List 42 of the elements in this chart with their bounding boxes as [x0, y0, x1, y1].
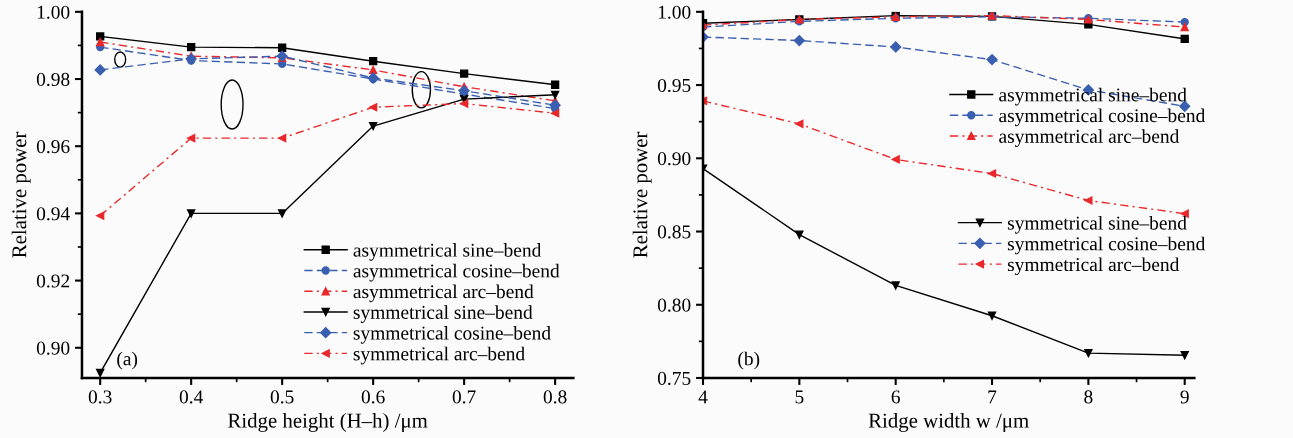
- legend-label: symmetrical cosine–bend: [1007, 236, 1206, 255]
- x-axis-title: Ridge height (H–h) /μm: [228, 412, 428, 432]
- y-tick-label: 0.80: [657, 298, 691, 312]
- x-tick-label: 9: [1180, 390, 1189, 404]
- x-tick-label: 6: [891, 390, 900, 404]
- x-tick-label: 0.8: [543, 390, 567, 404]
- y-tick-label: 0.85: [657, 225, 691, 239]
- x-axis-title: Ridge width w /μm: [868, 412, 1029, 432]
- y-tick-label: 0.98: [36, 72, 70, 87]
- y-tick-label: 0.75: [657, 371, 691, 386]
- y-tick-label: 0.94: [36, 207, 70, 221]
- legend-label: asymmetrical cosine–bend: [999, 108, 1206, 127]
- y-tick-label: 1.00: [658, 5, 691, 19]
- x-tick-label: 8: [1084, 390, 1093, 404]
- y-tick-label: 0.96: [36, 140, 70, 154]
- legend-label: symmetrical arc–bend: [1007, 257, 1180, 276]
- legend-label: asymmetrical arc–bend: [353, 284, 534, 303]
- y-tick-label: 1.00: [37, 5, 70, 19]
- legend-label: asymmetrical sine–bend: [999, 87, 1187, 106]
- y-axis-title: Relative power: [11, 131, 31, 258]
- legend-label: asymmetrical arc–bend: [999, 129, 1180, 147]
- annotation: (b): [738, 351, 760, 370]
- y-tick-label: 0.90: [657, 152, 691, 166]
- legend-label: symmetrical arc–bend: [353, 346, 525, 365]
- x-tick-label: 7: [988, 390, 997, 404]
- legend-label: symmetrical sine–bend: [353, 305, 533, 323]
- legend-label: symmetrical sine–bend: [1007, 215, 1187, 234]
- y-axis-title: Relative power: [632, 131, 652, 258]
- x-tick-label: 0.5: [270, 390, 294, 404]
- x-tick-label: 0.3: [88, 390, 112, 404]
- y-tick-label: 0.95: [657, 78, 691, 93]
- legend-label: asymmetrical sine–bend: [353, 243, 542, 261]
- x-tick-label: 0.7: [452, 390, 476, 404]
- legend-label: asymmetrical cosine–bend: [353, 263, 560, 282]
- x-tick-label: 4: [698, 390, 708, 404]
- x-tick-label: 0.4: [179, 390, 204, 404]
- legend-label: symmetrical cosine–bend: [353, 325, 551, 344]
- y-tick-label: 0.92: [36, 274, 70, 288]
- x-tick-label: 5: [795, 390, 804, 404]
- x-tick-label: 0.6: [361, 390, 385, 404]
- annotation: (a): [117, 351, 138, 370]
- y-tick-label: 0.90: [36, 341, 70, 355]
